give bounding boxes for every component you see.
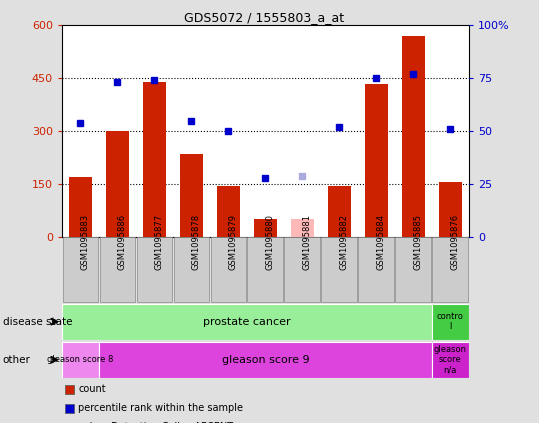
Text: GSM1095881: GSM1095881 [302, 214, 312, 270]
Text: GSM1095879: GSM1095879 [229, 214, 238, 270]
Text: percentile rank within the sample: percentile rank within the sample [78, 404, 243, 413]
Text: gleason
score
n/a: gleason score n/a [434, 345, 467, 375]
Bar [402, 36, 425, 237]
Text: GSM1095880: GSM1095880 [265, 214, 274, 270]
Bar [99, 342, 432, 378]
Text: GSM1095882: GSM1095882 [340, 214, 348, 270]
Bar [143, 82, 165, 237]
Text: count: count [78, 385, 106, 394]
Bar [62, 342, 99, 378]
Bar [432, 304, 469, 340]
Text: GSM1095877: GSM1095877 [155, 214, 163, 270]
Bar [439, 182, 461, 237]
Text: GSM1095884: GSM1095884 [376, 214, 385, 270]
Text: gleason score 9: gleason score 9 [222, 355, 309, 365]
Bar [365, 84, 388, 237]
Text: GSM1095876: GSM1095876 [451, 214, 459, 270]
Text: GSM1095885: GSM1095885 [413, 214, 423, 270]
Text: GSM1095883: GSM1095883 [80, 214, 89, 270]
Text: disease state: disease state [3, 317, 72, 327]
Text: gleason score 8: gleason score 8 [47, 355, 114, 364]
Bar [328, 186, 350, 237]
Text: other: other [3, 355, 31, 365]
Bar [106, 131, 129, 237]
Text: contro
l: contro l [437, 312, 464, 331]
Bar [181, 154, 203, 237]
Bar [217, 186, 239, 237]
Text: GSM1095878: GSM1095878 [191, 214, 201, 270]
Bar [432, 342, 469, 378]
Text: GSM1095886: GSM1095886 [118, 214, 127, 270]
Bar [70, 177, 92, 237]
Text: GDS5072 / 1555803_a_at: GDS5072 / 1555803_a_at [184, 11, 344, 24]
Bar [254, 219, 277, 237]
Bar [292, 219, 314, 237]
Text: prostate cancer: prostate cancer [203, 317, 291, 327]
